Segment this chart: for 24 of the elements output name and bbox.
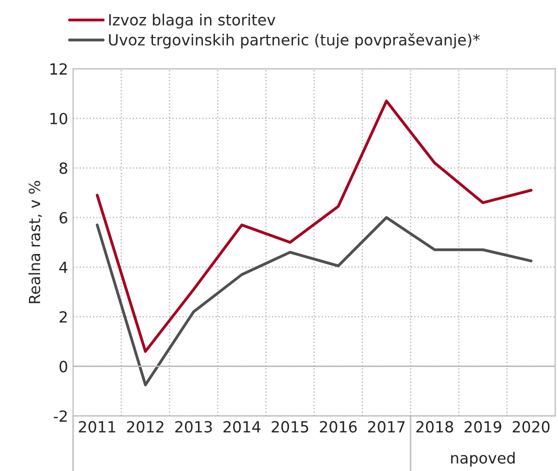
y-tick-label: 0 [60, 360, 68, 372]
y-tick-label: 8 [60, 162, 68, 174]
y-tick-label: 12 [50, 63, 67, 75]
y-tick-label: 6 [60, 212, 68, 224]
line-series [96, 100, 532, 353]
x-tick-label: 2013 [175, 421, 212, 433]
y-tick-label: 4 [59, 262, 68, 273]
x-tick-label: 2019 [464, 421, 502, 433]
legend-label: Izvoz blaga in storitev [109, 14, 276, 29]
x-tick-label: 2020 [512, 421, 550, 433]
x-tick-label: 2017 [368, 421, 405, 433]
x-tick-label: 2018 [416, 421, 454, 433]
y-tick-label: 10 [50, 112, 68, 124]
x-tick-label: 2014 [224, 421, 260, 433]
x-tick-label: 2015 [272, 421, 308, 433]
y-axis-title: Realna rast, v % [28, 180, 42, 304]
text: napoved [451, 452, 515, 467]
y-tick-label: -2 [54, 410, 67, 422]
y-tick-label: 2 [60, 311, 67, 323]
legend-label: Uvoz trgovinskih partneric (tuje povpraševanje)* [109, 33, 480, 49]
x-tick-label: 2012 [127, 421, 164, 433]
line-series [96, 216, 532, 386]
x-tick-label: 2011 [78, 421, 116, 433]
x-tick-label: 2016 [320, 421, 357, 433]
